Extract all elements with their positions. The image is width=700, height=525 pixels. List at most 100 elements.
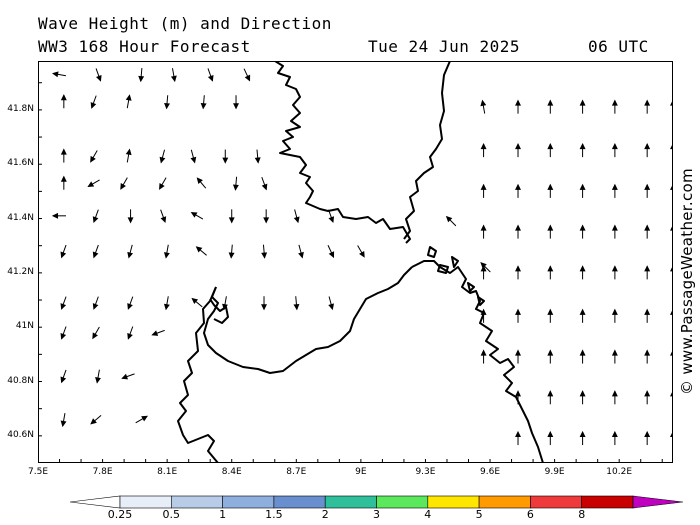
- wave-arrow: [228, 244, 235, 259]
- colorbar-segment: [119, 495, 172, 509]
- colorbar-tick-label: 0.5: [162, 508, 181, 521]
- wave-arrow: [357, 245, 365, 258]
- wave-arrow: [196, 177, 207, 189]
- wave-arrow: [480, 224, 487, 239]
- wave-arrow: [515, 224, 521, 239]
- wave-arrow: [547, 349, 554, 364]
- wave-arrow: [644, 349, 651, 364]
- wave-arrow: [163, 296, 170, 311]
- wave-arrow: [611, 99, 618, 114]
- colorbar-segment: [222, 495, 275, 509]
- colorbar-tick-label: 1: [219, 508, 227, 521]
- wave-arrow: [547, 183, 554, 198]
- longitude-tick: 8.4E: [221, 467, 242, 477]
- corsica-coast: [274, 61, 411, 244]
- wave-arrow: [515, 265, 521, 280]
- corsica-east-coast: [403, 61, 451, 240]
- wave-direction-arrows: [51, 68, 673, 446]
- wave-arrow: [60, 175, 67, 190]
- wave-arrow: [611, 265, 618, 280]
- wave-arrow: [191, 297, 203, 308]
- wave-arrow: [480, 308, 487, 323]
- wave-arrow: [670, 142, 673, 158]
- wave-arrow: [670, 224, 673, 239]
- wave-arrow: [92, 244, 99, 259]
- wave-arrow: [547, 308, 554, 323]
- wave-arrow: [263, 209, 270, 224]
- latitude-tick: 41.4N: [7, 212, 34, 223]
- wave-arrow: [293, 209, 300, 224]
- longitude-tick: 10.2E: [606, 467, 633, 477]
- wave-arrow: [135, 415, 148, 424]
- wave-arrow: [190, 211, 204, 220]
- wave-arrow: [328, 296, 335, 311]
- wave-arrow: [125, 148, 132, 163]
- colorbar-tick-label: 4: [424, 508, 432, 521]
- colorbar-tick-label: 3: [373, 508, 380, 521]
- wave-arrow: [160, 209, 167, 224]
- wave-arrow: [327, 245, 335, 259]
- wave-arrow: [51, 71, 67, 78]
- wave-arrow: [328, 209, 335, 224]
- wave-arrow: [87, 179, 100, 188]
- wave-arrow: [60, 244, 67, 259]
- colorbar-tick-label: 8: [578, 508, 586, 521]
- wave-arrow: [515, 183, 521, 198]
- map-title: Wave Height (m) and Direction: [38, 14, 332, 33]
- axis-tick-marks: [38, 82, 663, 463]
- wave-arrow: [121, 373, 135, 380]
- wave-arrow: [90, 414, 102, 425]
- colorbar-segment: [478, 495, 531, 509]
- colorbar-segment: [273, 495, 326, 509]
- wave-arrow: [515, 308, 521, 323]
- colorbar-max-arrow: [632, 495, 684, 509]
- wave-arrow: [547, 142, 554, 158]
- wave-arrow: [644, 390, 651, 405]
- wave-arrow: [547, 265, 554, 280]
- longitude-tick: 9.3E: [415, 467, 436, 477]
- forecast-time: 06 UTC: [588, 37, 649, 56]
- wave-arrow: [138, 68, 145, 83]
- wave-arrow: [579, 183, 586, 198]
- wave-arrow: [547, 390, 554, 405]
- wave-arrow: [90, 95, 97, 109]
- colorbar-tick-label: 0.25: [107, 508, 133, 521]
- sardinia-west-coast: [177, 286, 219, 463]
- wave-arrow: [127, 296, 134, 310]
- wave-arrow: [611, 349, 618, 364]
- colorbar-segment: [427, 495, 480, 509]
- wave-arrow: [200, 95, 207, 110]
- wave-arrow: [644, 308, 651, 323]
- wave-arrow: [261, 176, 268, 191]
- wave-arrow: [95, 369, 101, 384]
- wave-arrow: [611, 390, 618, 405]
- wave-arrow: [644, 430, 651, 446]
- latitude-tick: 41N: [15, 321, 34, 332]
- wave-arrow: [127, 209, 134, 224]
- wave-arrow: [644, 142, 651, 158]
- longitude-tick: 7.8E: [92, 467, 113, 477]
- wave-arrow: [480, 265, 487, 280]
- wave-arrow: [261, 244, 268, 259]
- longitude-tick: 8.1E: [157, 467, 178, 477]
- wave-arrow: [611, 224, 618, 239]
- wave-arrow: [92, 326, 100, 340]
- wave-arrow: [611, 142, 618, 158]
- wave-arrow: [293, 296, 300, 311]
- wave-arrow: [611, 430, 618, 446]
- wave-arrow: [611, 308, 618, 323]
- wave-arrow: [243, 68, 251, 82]
- wave-arrow: [579, 430, 586, 446]
- coastline: [177, 61, 544, 463]
- wave-arrow: [644, 183, 651, 198]
- wave-arrow: [190, 149, 197, 164]
- wave-arrow: [547, 224, 554, 239]
- wave-arrow: [90, 150, 98, 163]
- colorbar-segment: [530, 495, 583, 509]
- wave-arrow: [644, 99, 651, 114]
- wave-arrow: [195, 246, 207, 256]
- wave-arrow: [92, 209, 99, 224]
- wave-arrow: [163, 244, 170, 259]
- colorbar-tick-label: 5: [475, 508, 483, 521]
- wave-arrow: [579, 224, 586, 239]
